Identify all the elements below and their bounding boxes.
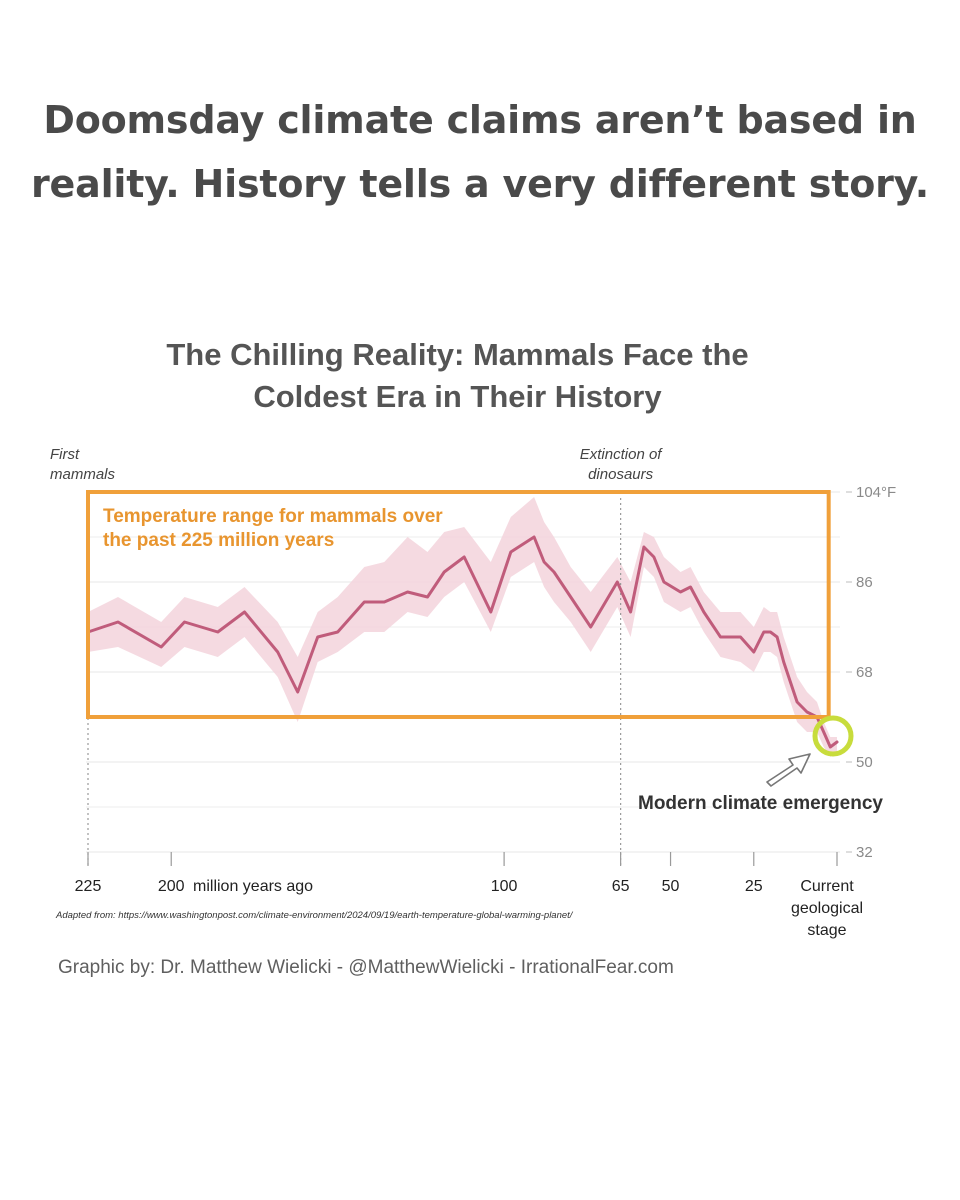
x-tick-label-current-line-3: stage [807, 922, 846, 939]
y-tick-label-104: 104°F [856, 484, 896, 501]
callout-arrow-icon [766, 753, 811, 787]
range-box-outline [86, 490, 831, 719]
y-tick-label-32: 32 [856, 844, 873, 861]
temperature-band [88, 497, 837, 757]
callout: Modern climate emergency [638, 715, 883, 814]
range-box: Temperature range for mammals over the pa… [86, 490, 831, 719]
x-tick-label-100: 100 [491, 878, 518, 895]
chart-title-line-2: Coldest Era in Their History [253, 379, 662, 414]
range-box-label-line-2: the past 225 million years [103, 530, 334, 551]
headline-line-1: Doomsday climate claims aren’t based in [43, 98, 917, 142]
y-axis-ticks: 104°F 86 68 50 32 [846, 484, 896, 861]
range-box-label-line-1: Temperature range for mammals over [103, 506, 443, 527]
event-label-65-line-1: Extinction of [580, 446, 664, 463]
y-tick-label-86: 86 [856, 574, 873, 591]
x-tick-label-current-line-1: Current [800, 878, 854, 895]
event-label-225-line-2: mammals [50, 466, 116, 483]
y-tick-label-50: 50 [856, 754, 873, 771]
temperature-series-line [86, 535, 839, 749]
event-label-225-line-1: First [50, 446, 80, 463]
callout-label: Modern climate emergency [638, 793, 883, 814]
y-tick-label-68: 68 [856, 664, 873, 681]
x-tick-label-65: 65 [612, 878, 630, 895]
highlight-circle [812, 715, 854, 757]
x-tick-label-current-line-2: geological [791, 900, 863, 917]
x-tick-label-25: 25 [745, 878, 763, 895]
event-markers: First mammals Extinction of dinosaurs [50, 446, 663, 866]
chart-title: The Chilling Reality: Mammals Face the C… [0, 334, 915, 418]
x-axis-ticks: 225 200 100 65 50 25 Current geological stage mil… [75, 852, 863, 939]
x-unit-label: million years ago [193, 878, 313, 895]
chart-title-line-1: The Chilling Reality: Mammals Face the [166, 337, 749, 372]
headline-line-2: reality. History tells a very different … [31, 162, 929, 206]
x-tick-label-225: 225 [75, 878, 102, 895]
temperature-line [86, 535, 839, 749]
temperature-uncertainty-band [88, 497, 837, 757]
headline: Doomsday climate claims aren’t based in … [0, 88, 960, 216]
x-tick-label-50: 50 [662, 878, 680, 895]
source-note: Adapted from: https://www.washingtonpost… [55, 910, 574, 921]
x-tick-label-200: 200 [158, 878, 185, 895]
event-label-65-line-2: dinosaurs [588, 466, 654, 483]
graphic-credit: Graphic by: Dr. Matthew Wielicki - @Matt… [58, 957, 674, 978]
